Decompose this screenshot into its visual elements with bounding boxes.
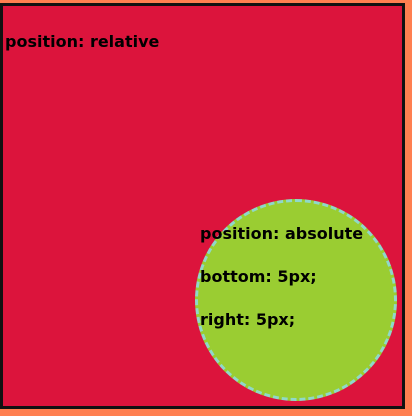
position-absolute-text: position: absolute <box>200 224 364 243</box>
absolute-circle: position: absolute bottom: 5px; right: 5… <box>195 199 397 401</box>
right-text: right: 5px; <box>200 310 296 329</box>
relative-label: position: relative <box>5 32 160 51</box>
relative-container: position: relative position: absolute bo… <box>0 3 405 409</box>
bottom-text: bottom: 5px; <box>200 267 317 286</box>
